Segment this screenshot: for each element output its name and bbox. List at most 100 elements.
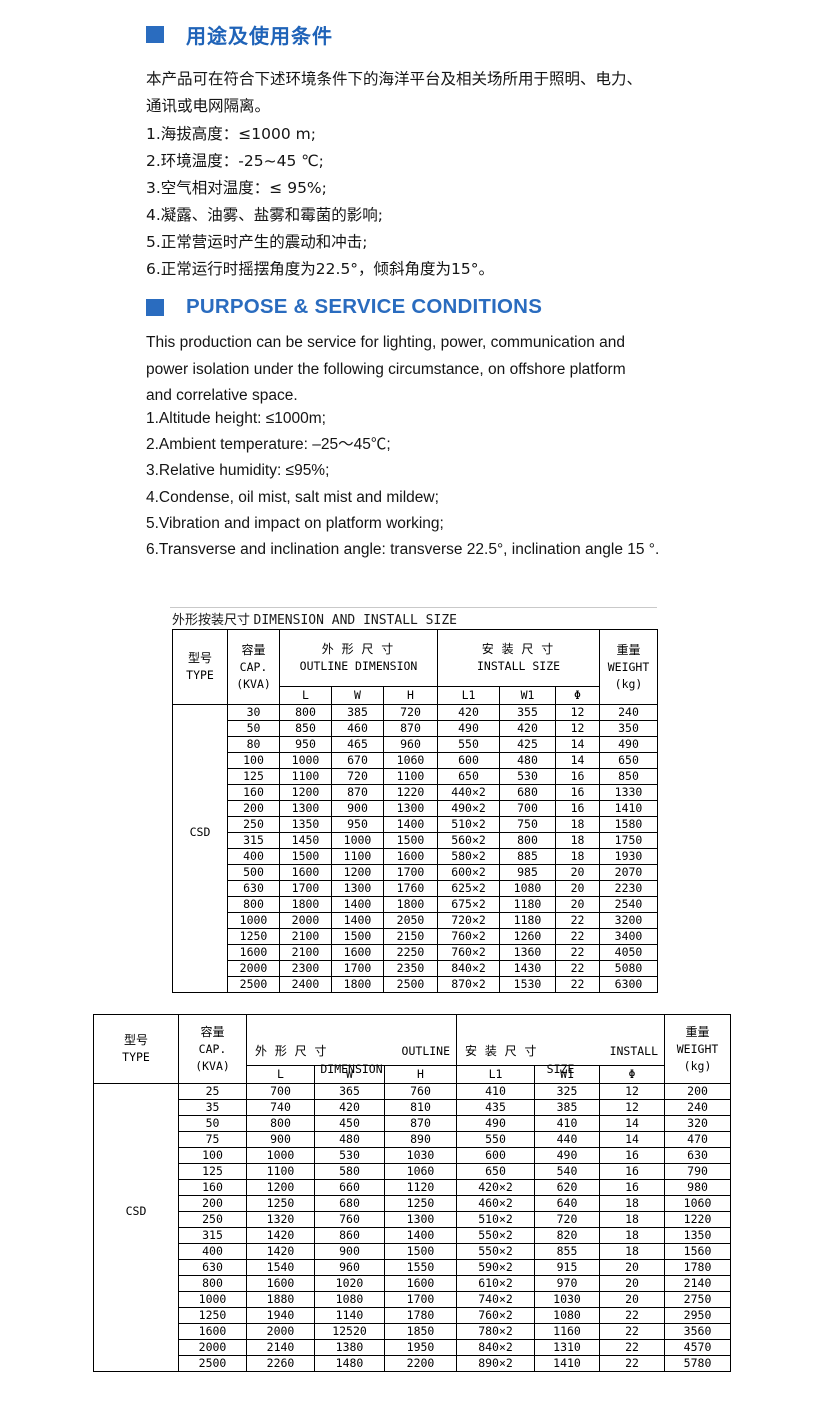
condition-item: 1.Altitude height: ≤1000m;	[146, 410, 326, 427]
header-outline-cn: 外 形 尺 寸	[321, 641, 396, 656]
intro-paragraph-chinese: 本产品可在符合下述环境条件下的海洋平台及相关场所用于照明、电力、 通讯或电网隔离…	[146, 66, 642, 120]
header-outline-en: OUTLINE DIMENSION	[299, 659, 418, 674]
table1-cell: 420	[499, 720, 557, 737]
header-weight-unit: (kg)	[683, 1058, 712, 1073]
table1-cell: 600×2	[437, 864, 501, 881]
table1-cell: 850	[599, 768, 659, 785]
table2-type-cell: CSD	[93, 1083, 179, 1372]
table1-cell: 1300	[382, 800, 439, 817]
table1-cell: 2000	[227, 960, 280, 977]
table2-cell: 590×2	[456, 1259, 536, 1276]
table2-cell: 18	[599, 1243, 666, 1260]
table2-cell: 1000	[246, 1147, 315, 1164]
table1-row: 630 1700 1300 1760 625×2 1080 20 2230	[173, 880, 659, 897]
table1-row: 1600 2100 1600 2250 760×2 1360 22 4050	[173, 944, 659, 961]
table1-cell: 870×2	[437, 976, 501, 993]
table2-cell: 650	[456, 1163, 536, 1180]
table1-cell: 500	[227, 864, 280, 881]
table2-cell: 840×2	[456, 1339, 536, 1356]
table2-cell: 2000	[178, 1339, 247, 1356]
table1-cell: 1000	[227, 912, 280, 929]
table1-row: 125 1100 720 1100 650 530 16 850	[173, 768, 659, 785]
intro-line: power isolation under the following circ…	[146, 360, 626, 378]
table1-cell: 1060	[382, 752, 439, 769]
table1-cell: 385	[331, 704, 384, 721]
table2-dimension-install-size: 型号 TYPE 容量 CAP. (KVA) 外 形 尺 寸 OUTLINE DI…	[93, 1014, 732, 1372]
table1-cell: 850	[279, 720, 332, 737]
table1-cell: 490	[437, 720, 501, 737]
table2-cell: 18	[599, 1227, 666, 1244]
table2-cell: 530	[314, 1147, 385, 1164]
table2-cell: 18	[599, 1211, 666, 1228]
table1-cell: 800	[227, 896, 280, 913]
table1-cell: 20	[555, 864, 601, 881]
table2-cell: 420	[314, 1099, 385, 1116]
table2-cell: 820	[534, 1227, 601, 1244]
table1-cell: 2500	[382, 976, 439, 993]
table2-cell: 790	[664, 1163, 732, 1180]
table2-row: 1250 1940 1140 1780 760×2 1080 22 2950	[94, 1307, 732, 1324]
blue-square-bullet-icon	[146, 298, 164, 316]
header-cap-unit: (KVA)	[195, 1058, 230, 1073]
table2-cell: 2200	[383, 1355, 458, 1372]
table2-cell: 16	[599, 1163, 666, 1180]
table2-cell: 75	[178, 1131, 247, 1148]
table2-cell: 1600	[178, 1323, 247, 1340]
table2-cell: 760	[383, 1083, 458, 1100]
table2-header-outline-dimension: 外 形 尺 寸 OUTLINE DIMENSION	[245, 1014, 458, 1076]
table1-cell: 1100	[279, 768, 332, 785]
table2-cell: 610×2	[456, 1275, 536, 1292]
table2-cell: 320	[664, 1115, 732, 1132]
table2-cell: 1120	[383, 1179, 458, 1196]
table1-cell: 1800	[382, 896, 439, 913]
table1-row: 800 1800 1400 1800 675×2 1180 20 2540	[173, 896, 659, 913]
table2-cell: 1310	[534, 1339, 601, 1356]
header-weight-unit: (kg)	[614, 676, 643, 691]
table1-cell: 125	[227, 768, 280, 785]
table2-cell: 480	[314, 1131, 385, 1148]
table2-cell: 16	[599, 1179, 666, 1196]
table1-cell: 490×2	[437, 800, 501, 817]
table1-cell: 80	[227, 736, 280, 753]
table1-cell: 1530	[499, 976, 557, 993]
table1-cell: 675×2	[437, 896, 501, 913]
table1-cell: 18	[555, 832, 601, 849]
table2-cell: 200	[664, 1083, 732, 1100]
table2-cell: 1300	[383, 1211, 458, 1228]
table1-cell: 425	[499, 736, 557, 753]
table1-cell: 1200	[279, 784, 332, 801]
table2-cell: 2950	[664, 1307, 732, 1324]
table2-cell: 980	[664, 1179, 732, 1196]
table1-cell: 16	[555, 784, 601, 801]
condition-item: 1.海拔高度：≤1000 m;	[146, 125, 316, 143]
section-heading-english: PURPOSE & SERVICE CONDITIONS	[146, 295, 542, 319]
table1-cell: 490	[599, 736, 659, 753]
table1-cell: 720	[382, 704, 439, 721]
table1-cell: 600	[437, 752, 501, 769]
table1-cell: 1100	[382, 768, 439, 785]
table2-cell: 410	[534, 1115, 601, 1132]
table2-cell: 1200	[246, 1179, 315, 1196]
table2-cell: 315	[178, 1227, 247, 1244]
table1-caption-en: DIMENSION AND INSTALL SIZE	[253, 613, 458, 628]
table2-cell: 1880	[246, 1291, 315, 1308]
table1-cell: 530	[499, 768, 557, 785]
table1-cell: 1200	[331, 864, 384, 881]
table1-cell: 2000	[279, 912, 332, 929]
table2-cell: 160	[178, 1179, 247, 1196]
table1-dimension-install-size: 型号 TYPE 容量 CAP. (KVA) 外 形 尺 寸 OUTLINE DI…	[172, 629, 659, 993]
table2-cell: 25	[178, 1083, 247, 1100]
table2-cell: 100	[178, 1147, 247, 1164]
table2-row: 100 1000 530 1030 600 490 16 630	[94, 1147, 732, 1164]
table1-cell: 670	[331, 752, 384, 769]
table2-cell: 630	[664, 1147, 732, 1164]
table1-cell: 250	[227, 816, 280, 833]
table2-cell: 2500	[178, 1355, 247, 1372]
table1-row: 500 1600 1200 1700 600×2 985 20 2070	[173, 864, 659, 881]
table1-row: 200 1300 900 1300 490×2 700 16 1410	[173, 800, 659, 817]
condition-item: 5.正常营运时产生的震动和冲击;	[146, 233, 368, 251]
table2-row: 75 900 480 890 550 440 14 470	[94, 1131, 732, 1148]
conditions-list-chinese: 1.海拔高度：≤1000 m; 2.环境温度：-25~45 ℃; 3.空气相对温…	[146, 121, 494, 283]
table1-cell: 1180	[499, 912, 557, 929]
table2-cell: 35	[178, 1099, 247, 1116]
